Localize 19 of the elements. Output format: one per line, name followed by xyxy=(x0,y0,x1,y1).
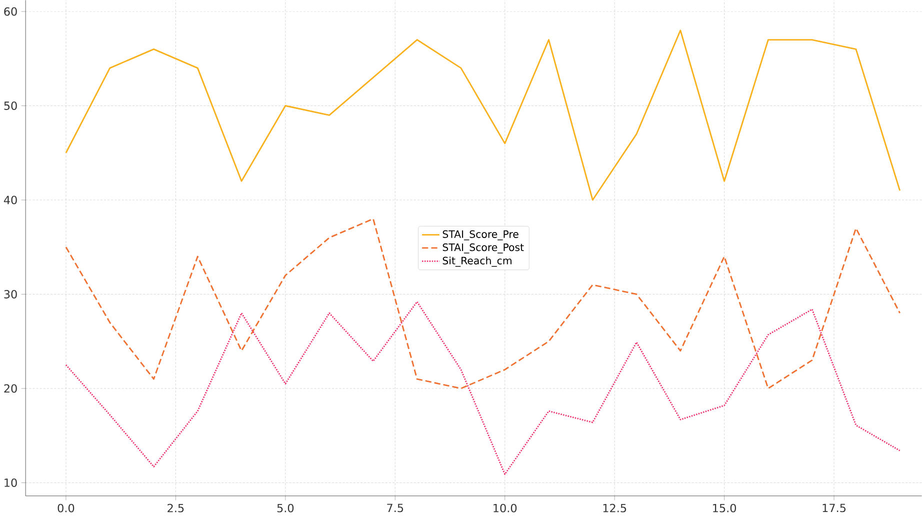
line-series xyxy=(65,301,901,476)
y-tick-label: 60 xyxy=(4,7,17,16)
y-tick-label: 10 xyxy=(4,478,17,488)
line-series xyxy=(65,218,901,390)
x-tick-label: 0.0 xyxy=(58,504,74,512)
y-tick-label: 50 xyxy=(4,102,17,110)
legend-label: STAI_Score_Post xyxy=(442,244,524,254)
legend-label: Sit_Reach_cm xyxy=(442,256,512,267)
y-tick-label: 40 xyxy=(4,196,17,204)
x-tick-label: 15.0 xyxy=(713,504,736,512)
x-tick-label: 17.5 xyxy=(822,504,846,512)
y-tick-label: 20 xyxy=(4,384,17,393)
x-tick-label: 12.5 xyxy=(603,504,626,512)
x-tick-label: 7.5 xyxy=(387,504,404,512)
x-tick-label: 5.0 xyxy=(277,504,294,512)
x-tick-label: 2.5 xyxy=(168,504,184,512)
x-tick-label: 10.0 xyxy=(494,504,517,512)
y-tick-label: 30 xyxy=(4,290,17,299)
legend-label: STAI_Score_Pre xyxy=(442,230,518,240)
